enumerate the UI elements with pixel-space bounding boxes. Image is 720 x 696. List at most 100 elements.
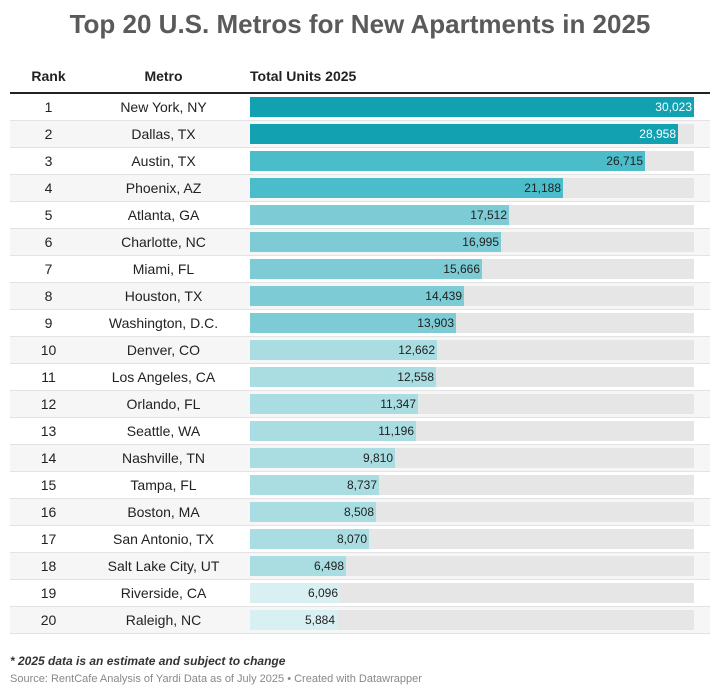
bar-track: 8,070 <box>250 529 694 549</box>
units-value-label: 8,737 <box>346 478 377 492</box>
units-value-label: 17,512 <box>470 208 507 222</box>
bar-track: 8,508 <box>250 502 694 522</box>
units-value-label: 12,558 <box>397 370 434 384</box>
metro-cell: Boston, MA <box>127 504 200 520</box>
rank-cell: 9 <box>44 315 53 331</box>
units-bar <box>250 394 418 414</box>
bar-track: 17,512 <box>250 205 694 225</box>
bar-track: 21,188 <box>250 178 694 198</box>
bar-track: 6,498 <box>250 556 694 576</box>
metro-cell: Austin, TX <box>131 153 196 169</box>
metro-cell: Tampa, FL <box>130 477 197 493</box>
rank-cell: 4 <box>44 180 53 196</box>
table-row: 17 San Antonio, TX 8,070 <box>10 526 710 553</box>
metro-cell: Houston, TX <box>124 288 203 304</box>
units-bar <box>250 232 501 252</box>
metro-cell: Denver, CO <box>126 342 201 358</box>
bar-track: 13,903 <box>250 313 694 333</box>
rank-cell: 8 <box>44 288 53 304</box>
rank-cell: 13 <box>40 423 57 439</box>
table-row: 6 Charlotte, NC 16,995 <box>10 229 710 256</box>
metro-cell: Dallas, TX <box>131 126 196 142</box>
units-bar <box>250 367 436 387</box>
table-row: 18 Salt Lake City, UT 6,498 <box>10 553 710 580</box>
units-bar <box>250 97 694 117</box>
units-value-label: 6,498 <box>313 559 344 573</box>
table-row: 13 Seattle, WA 11,196 <box>10 418 710 445</box>
metro-cell: Charlotte, NC <box>121 234 206 250</box>
metro-cell: Atlanta, GA <box>127 207 200 223</box>
units-bar <box>250 286 464 306</box>
table-row: 3 Austin, TX 26,715 <box>10 148 710 175</box>
units-value-label: 30,023 <box>655 100 692 114</box>
units-value-label: 26,715 <box>606 154 643 168</box>
units-bar <box>250 124 678 144</box>
units-bar <box>250 448 395 468</box>
units-bar <box>250 421 416 441</box>
table-row: 12 Orlando, FL 11,347 <box>10 391 710 418</box>
bar-track: 9,810 <box>250 448 694 468</box>
bar-track: 11,196 <box>250 421 694 441</box>
rank-cell: 11 <box>41 369 56 385</box>
bar-track: 28,958 <box>250 124 694 144</box>
units-value-label: 11,196 <box>378 424 414 438</box>
bar-track: 30,023 <box>250 97 694 117</box>
metro-cell: Los Angeles, CA <box>111 369 216 385</box>
units-bar <box>250 313 456 333</box>
source-note: Source: RentCafe Analysis of Yardi Data … <box>10 673 422 685</box>
metro-cell: Miami, FL <box>132 261 195 277</box>
units-bar <box>250 529 369 549</box>
header-divider <box>10 92 710 94</box>
units-value-label: 21,188 <box>524 181 561 195</box>
units-value-label: 6,096 <box>307 586 338 600</box>
rank-cell: 20 <box>40 612 57 628</box>
table-row: 14 Nashville, TN 9,810 <box>10 445 710 472</box>
units-value-label: 16,995 <box>462 235 499 249</box>
metro-cell: Nashville, TN <box>122 450 205 466</box>
metro-cell: Seattle, WA <box>126 423 201 439</box>
rank-cell: 17 <box>40 531 57 547</box>
bar-track: 26,715 <box>250 151 694 171</box>
bar-track: 8,737 <box>250 475 694 495</box>
rank-cell: 3 <box>44 153 53 169</box>
rank-cell: 7 <box>44 261 53 277</box>
rank-cell: 1 <box>44 99 53 115</box>
metro-cell: Phoenix, AZ <box>125 180 202 196</box>
units-value-label: 15,666 <box>443 262 480 276</box>
units-bar <box>250 259 482 279</box>
metro-cell: Orlando, FL <box>126 396 201 412</box>
rank-cell: 14 <box>40 450 57 466</box>
table-row: 8 Houston, TX 14,439 <box>10 283 710 310</box>
bar-track: 12,558 <box>250 367 694 387</box>
column-header-metro: Metro <box>144 68 183 84</box>
footnote: * 2025 data is an estimate and subject t… <box>10 654 286 668</box>
bar-track: 14,439 <box>250 286 694 306</box>
table-row: 15 Tampa, FL 8,737 <box>10 472 710 499</box>
metro-cell: Raleigh, NC <box>125 612 202 628</box>
units-value-label: 13,903 <box>417 316 454 330</box>
units-bar <box>250 178 563 198</box>
metro-cell: Salt Lake City, UT <box>107 558 220 574</box>
table-row: 1 New York, NY 30,023 <box>10 94 710 121</box>
table-row: 7 Miami, FL 15,666 <box>10 256 710 283</box>
units-bar <box>250 340 437 360</box>
bar-track: 11,347 <box>250 394 694 414</box>
rank-cell: 2 <box>44 126 53 142</box>
rank-cell: 10 <box>40 342 57 358</box>
units-bar <box>250 556 346 576</box>
table-row: 16 Boston, MA 8,508 <box>10 499 710 526</box>
units-bar <box>250 502 376 522</box>
metro-cell: Riverside, CA <box>120 585 207 601</box>
rank-cell: 18 <box>40 558 57 574</box>
units-value-label: 11,347 <box>380 397 416 411</box>
units-value-label: 8,508 <box>343 505 374 519</box>
column-header-rank: Rank <box>31 68 66 84</box>
units-bar <box>250 205 509 225</box>
table-row: 10 Denver, CO 12,662 <box>10 337 710 364</box>
table-row: 20 Raleigh, NC 5,884 <box>10 607 710 634</box>
units-value-label: 9,810 <box>362 451 393 465</box>
rank-cell: 12 <box>40 396 57 412</box>
table-row: 19 Riverside, CA 6,096 <box>10 580 710 607</box>
metro-cell: New York, NY <box>120 99 207 115</box>
rank-cell: 15 <box>40 477 57 493</box>
